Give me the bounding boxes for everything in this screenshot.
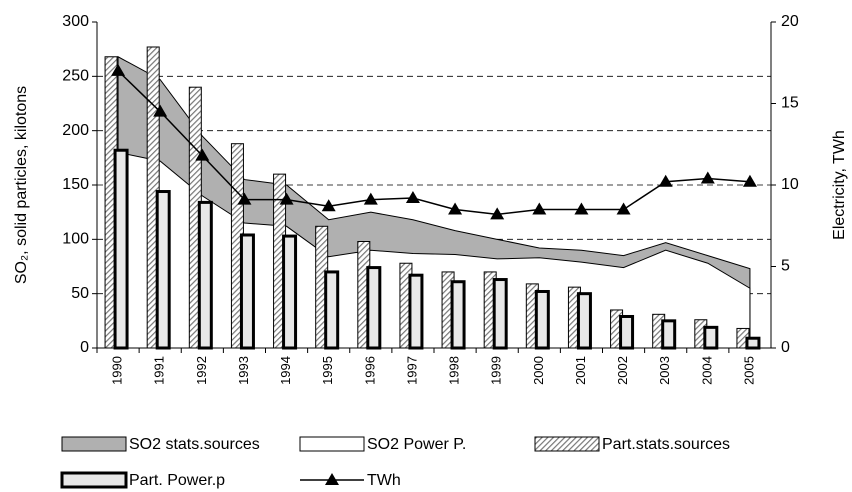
bar — [113, 148, 129, 350]
legend-label: SO2 stats.sources — [129, 436, 260, 453]
x-tick-label: 1991 — [152, 356, 167, 385]
x-tick-label: 1995 — [320, 356, 335, 385]
marker — [574, 202, 589, 215]
marker — [363, 192, 378, 205]
legend-swatch — [534, 436, 600, 452]
bar — [239, 233, 255, 350]
bar — [745, 336, 761, 350]
x-tick-label: 1992 — [194, 356, 209, 385]
bar — [282, 234, 298, 350]
bar — [324, 270, 340, 350]
bar — [619, 314, 635, 350]
x-tick-label: 2000 — [531, 356, 546, 385]
marker — [742, 174, 757, 187]
x-tick-label: 1990 — [110, 356, 125, 385]
x-tick-label: 2005 — [741, 356, 756, 385]
marker — [153, 104, 168, 117]
y-axis-label: SO₂, solid particles, kilotons — [13, 86, 30, 284]
marker — [658, 174, 673, 187]
bar — [155, 190, 171, 350]
legend-swatch — [299, 436, 365, 452]
marker — [405, 191, 420, 204]
x-tick-label: 1993 — [236, 356, 251, 385]
x-tick-label: 2002 — [615, 356, 630, 385]
legend-label: Part. Power.p — [129, 472, 225, 489]
marker — [279, 192, 294, 205]
y2-tick-label: 20 — [781, 13, 799, 30]
y2-axis-label: Electricity, TWh — [831, 130, 848, 240]
bar — [661, 319, 677, 350]
legend-swatch — [61, 436, 127, 452]
y-tick-label: 50 — [71, 285, 89, 302]
marker — [532, 202, 547, 215]
x-tick-label: 1996 — [362, 356, 377, 385]
x-tick-label: 2001 — [573, 356, 588, 385]
y-tick-label: 300 — [62, 13, 89, 30]
y-tick-label: 200 — [62, 122, 89, 139]
legend-label: Part.stats.sources — [602, 436, 730, 453]
marker — [700, 171, 715, 184]
legend-swatch — [325, 473, 339, 485]
marker — [195, 148, 210, 161]
bar — [534, 289, 550, 350]
bar — [408, 273, 424, 350]
y2-tick-label: 15 — [781, 95, 799, 112]
marker — [490, 207, 505, 220]
legend-label: SO2 Power P. — [367, 436, 466, 453]
bar — [197, 200, 213, 350]
marker — [321, 199, 336, 212]
x-tick-label: 1998 — [447, 356, 462, 385]
marker — [111, 63, 126, 76]
y2-tick-label: 5 — [781, 258, 790, 275]
y2-tick-label: 10 — [781, 176, 799, 193]
bar — [366, 266, 382, 350]
x-tick-label: 2003 — [657, 356, 672, 385]
y-tick-label: 150 — [62, 176, 89, 193]
marker — [448, 202, 463, 215]
bar — [492, 278, 508, 350]
legend-swatch — [60, 471, 128, 489]
marker — [237, 192, 252, 205]
x-tick-label: 2004 — [699, 356, 714, 385]
y-tick-label: 100 — [62, 231, 89, 248]
bar — [450, 280, 466, 350]
x-tick-label: 1999 — [489, 356, 504, 385]
line — [117, 70, 750, 216]
y-tick-label: 0 — [80, 339, 89, 356]
legend-label: TWh — [367, 472, 401, 489]
bar — [703, 325, 719, 350]
x-tick-label: 1994 — [278, 356, 293, 385]
bar — [576, 292, 592, 350]
marker — [616, 202, 631, 215]
y-tick-label: 250 — [62, 68, 89, 85]
y2-tick-label: 0 — [781, 339, 790, 356]
x-tick-label: 1997 — [404, 356, 419, 385]
